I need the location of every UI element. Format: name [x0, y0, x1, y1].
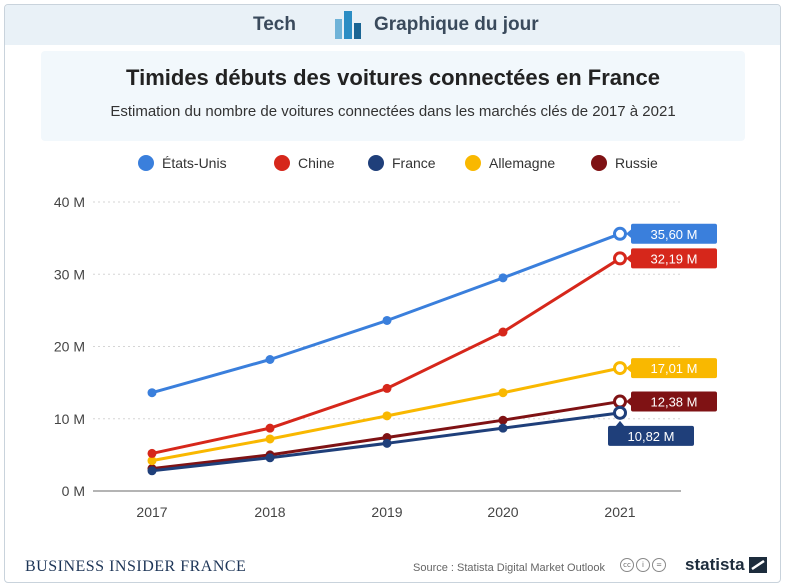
legend-dot-icon [138, 155, 154, 171]
label-pointer [626, 363, 632, 374]
data-point [265, 434, 275, 444]
value-label-box [631, 223, 717, 244]
x-tick-label: 2017 [136, 504, 167, 520]
data-point [613, 251, 627, 266]
x-tick-label: 2021 [604, 504, 635, 520]
header-band: Tech Graphique du jour [5, 5, 780, 45]
chart-subtitle: Estimation du nombre de voitures connect… [110, 103, 676, 120]
legend-dot-icon [274, 155, 290, 171]
tech-label: Tech [253, 14, 296, 35]
data-point [382, 315, 392, 325]
legend-dot-icon [465, 155, 481, 171]
data-point [498, 327, 508, 337]
cc-icon: cc [620, 558, 634, 572]
data-point [265, 355, 275, 365]
statista-logo: statista [685, 555, 745, 574]
label-pointer [626, 228, 632, 239]
by-icon: i [636, 558, 650, 572]
license-icons: cc i = [620, 558, 666, 572]
source-text: Source : Statista Digital Market Outlook [413, 562, 605, 574]
chart-title: Timides débuts des voitures connectées e… [126, 65, 660, 90]
y-tick-label: 40 M [54, 194, 85, 210]
legend-item: Russie [591, 155, 658, 171]
value-label: 17,01 M [651, 361, 698, 376]
legend-dot-icon [591, 155, 607, 171]
x-tick-label: 2019 [371, 504, 402, 520]
value-label: 32,19 M [651, 251, 698, 266]
legend-label: Allemagne [489, 155, 556, 171]
series-line [151, 232, 621, 395]
data-point [147, 456, 157, 466]
bar-chart-icon [335, 11, 361, 39]
value-label-box [631, 391, 717, 412]
value-label-box [631, 248, 717, 269]
data-point [382, 438, 392, 448]
data-point [147, 466, 157, 476]
legend-item: États-Unis [138, 155, 227, 171]
value-label: 35,60 M [651, 227, 698, 242]
infographic-frame: Tech Graphique du jour Timides débuts de… [4, 4, 781, 583]
legend-item: Chine [274, 155, 335, 171]
data-point [613, 394, 627, 409]
data-point [613, 361, 627, 376]
label-pointer [615, 420, 625, 427]
data-point [498, 423, 508, 433]
data-point [613, 405, 627, 420]
data-point [498, 388, 508, 398]
legend-dot-icon [368, 155, 384, 171]
value-label: 10,82 M [628, 429, 675, 444]
data-point [382, 383, 392, 393]
line-chart: 0 M 10 M 20 M 30 M 40 M 2017 2018 2019 2020 2021 3… [54, 194, 717, 520]
y-tick-label: 10 M [54, 411, 85, 427]
legend-item: Allemagne [465, 155, 555, 171]
y-tick-label: 30 M [54, 266, 85, 282]
data-point [147, 448, 157, 458]
data-point [498, 415, 508, 425]
legend-label: Chine [298, 155, 335, 171]
data-point [265, 423, 275, 433]
legend-label: États-Unis [162, 155, 227, 171]
x-tick-label: 2018 [254, 504, 285, 520]
value-label-box [631, 358, 717, 379]
label-pointer [626, 396, 632, 407]
data-point [147, 388, 157, 398]
data-point [498, 273, 508, 283]
series-line [151, 257, 621, 455]
value-label: 12,38 M [651, 395, 698, 410]
brand-logo: BUSINESS INSIDER FRANCE [25, 558, 247, 575]
data-point [265, 453, 275, 463]
value-label-box [608, 425, 694, 446]
legend-label: France [392, 155, 436, 171]
nd-icon: = [652, 558, 666, 572]
y-tick-label: 0 M [62, 483, 85, 499]
legend-item: France [368, 155, 436, 171]
statista-mark-icon [749, 557, 767, 573]
x-tick-label: 2020 [487, 504, 518, 520]
label-pointer [626, 253, 632, 264]
legend-label: Russie [615, 155, 658, 171]
y-tick-label: 20 M [54, 339, 85, 355]
chart-legend: États-Unis Chine France Allemagne Russie [5, 155, 780, 177]
title-card: Timides débuts des voitures connectées e… [41, 51, 745, 141]
section-label: Graphique du jour [374, 14, 539, 35]
data-point [613, 226, 627, 241]
data-point [382, 411, 392, 421]
